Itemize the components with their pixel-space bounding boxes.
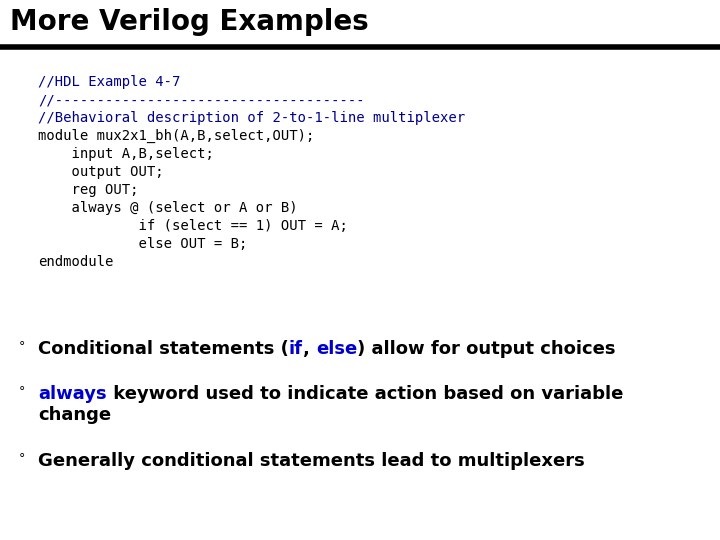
Text: More Verilog Examples: More Verilog Examples (10, 8, 369, 36)
Text: ,: , (303, 340, 316, 358)
Text: if (select == 1) OUT = A;: if (select == 1) OUT = A; (38, 219, 348, 233)
Text: //HDL Example 4-7: //HDL Example 4-7 (38, 75, 181, 89)
Text: Conditional statements (: Conditional statements ( (38, 340, 289, 358)
Text: output OUT;: output OUT; (38, 165, 163, 179)
Text: //-------------------------------------: //------------------------------------- (38, 93, 364, 107)
Text: always: always (38, 385, 107, 403)
Text: always @ (select or A or B): always @ (select or A or B) (38, 201, 297, 215)
Text: else: else (316, 340, 357, 358)
Text: change: change (38, 406, 111, 424)
Text: Generally conditional statements lead to multiplexers: Generally conditional statements lead to… (38, 452, 585, 470)
Text: reg OUT;: reg OUT; (38, 183, 138, 197)
Text: //Behavioral description of 2-to-1-line multiplexer: //Behavioral description of 2-to-1-line … (38, 111, 465, 125)
Text: °: ° (19, 340, 25, 353)
Text: endmodule: endmodule (38, 255, 113, 269)
Text: module mux2x1_bh(A,B,select,OUT);: module mux2x1_bh(A,B,select,OUT); (38, 129, 315, 143)
Text: input A,B,select;: input A,B,select; (38, 147, 214, 161)
Text: else OUT = B;: else OUT = B; (38, 237, 248, 251)
Text: °: ° (19, 452, 25, 465)
Text: °: ° (19, 385, 25, 398)
Text: if: if (289, 340, 303, 358)
Text: keyword used to indicate action based on variable: keyword used to indicate action based on… (107, 385, 623, 403)
Text: ) allow for output choices: ) allow for output choices (357, 340, 616, 358)
